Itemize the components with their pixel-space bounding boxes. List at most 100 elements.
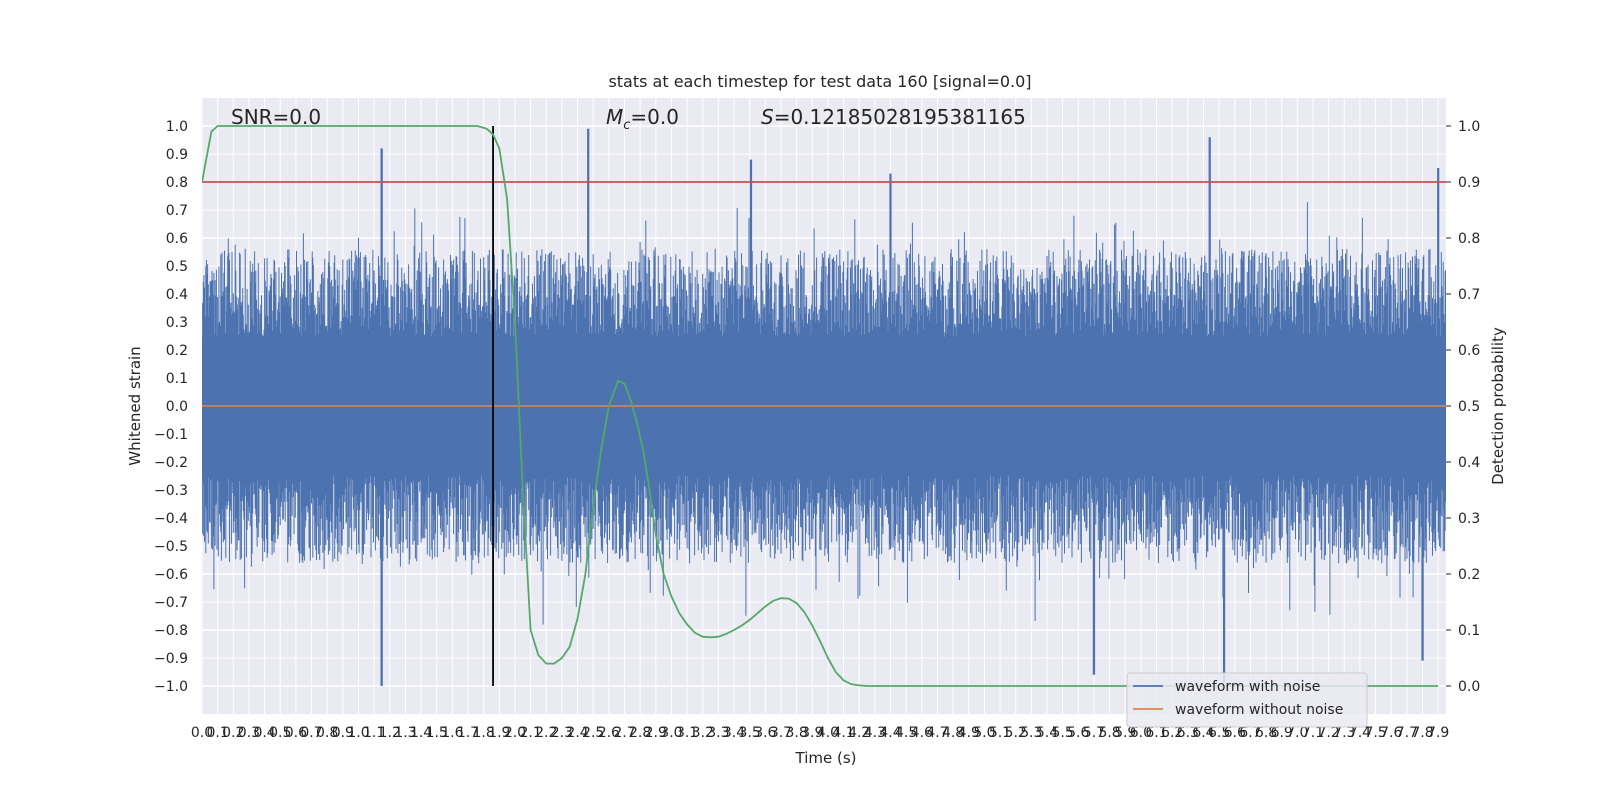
x-tick-label: 3.0: [660, 725, 682, 741]
y-tick-label: −0.9: [154, 651, 188, 667]
x-tick-label: 5.2: [1005, 725, 1027, 741]
x-tick-label: 1.5: [426, 725, 448, 741]
x-tick-label: 0.4: [253, 725, 275, 741]
x-tick-label: 3.1: [676, 725, 698, 741]
x-tick-label: 6.3: [1177, 725, 1199, 741]
x-tick-label: 7.3: [1333, 725, 1355, 741]
x-tick-label: 6.7: [1239, 725, 1261, 741]
x-tick-label: 7.4: [1349, 725, 1371, 741]
y2-tick-label: 0.8: [1458, 231, 1480, 247]
y-tick-label: 1.0: [166, 119, 188, 135]
noise-waveform: [202, 128, 1446, 686]
y2-tick-label: 0.0: [1458, 679, 1480, 695]
legend-label-noise: waveform with noise: [1175, 679, 1320, 695]
x-tick-label: 4.0: [817, 725, 839, 741]
x-tick-label: 2.4: [566, 725, 588, 741]
y-tick-label: −0.3: [154, 483, 188, 499]
x-tick-label: 2.0: [504, 725, 526, 741]
y-tick-label: 0.4: [166, 287, 188, 303]
y-tick-label: 0.5: [166, 259, 188, 275]
x-tick-label: 6.5: [1208, 725, 1230, 741]
x-tick-label: 4.5: [895, 725, 917, 741]
x-tick-label: 0.3: [238, 725, 260, 741]
x-tick-label: 6.2: [1161, 725, 1183, 741]
x-tick-label: 0.5: [269, 725, 291, 741]
chirp-mass-annotation: Mc=0.0: [606, 105, 679, 133]
x-tick-label: 3.9: [801, 725, 823, 741]
x-tick-label: 5.4: [1036, 725, 1058, 741]
x-tick-label: 4.4: [879, 725, 901, 741]
x-tick-label: 7.8: [1411, 725, 1433, 741]
x-tick-label: 4.3: [864, 725, 886, 741]
y-tick-label: −1.0: [154, 679, 188, 695]
x-tick-label: 1.9: [488, 725, 510, 741]
y2-tick-label: 0.3: [1458, 511, 1480, 527]
x-tick-label: 2.2: [535, 725, 557, 741]
x-tick-label: 1.3: [394, 725, 416, 741]
y2-tick-label: 0.2: [1458, 567, 1480, 583]
x-tick-label: 5.9: [1114, 725, 1136, 741]
x-tick-label: 2.1: [519, 725, 541, 741]
x-tick-label: 4.6: [911, 725, 933, 741]
x-tick-label: 1.4: [410, 725, 432, 741]
x-tick-label: 7.6: [1380, 725, 1402, 741]
y2-tick-label: 0.1: [1458, 623, 1480, 639]
x-tick-label: 0.0: [191, 725, 213, 741]
x-tick-label: 5.1: [989, 725, 1011, 741]
x-tick-label: 6.0: [1130, 725, 1152, 741]
y-tick-label: 0.3: [166, 315, 188, 331]
x-tick-label: 0.7: [300, 725, 322, 741]
x-tick-label: 0.6: [285, 725, 307, 741]
x-tick-label: 2.5: [582, 725, 604, 741]
x-tick-label: 6.6: [1224, 725, 1246, 741]
mc-value: =0.0: [630, 105, 679, 129]
x-axis-ticks: 0.00.10.20.30.40.50.60.70.80.91.01.11.21…: [191, 725, 1449, 741]
x-tick-label: 5.5: [1051, 725, 1073, 741]
x-tick-label: 0.2: [222, 725, 244, 741]
y-tick-label: 0.8: [166, 175, 188, 191]
x-tick-label: 6.9: [1271, 725, 1293, 741]
y-tick-label: −0.4: [154, 511, 188, 527]
x-tick-label: 2.3: [551, 725, 573, 741]
x-tick-label: 6.8: [1255, 725, 1277, 741]
x-tick-label: 1.6: [441, 725, 463, 741]
y-tick-label: −0.1: [154, 427, 188, 443]
chart-title: stats at each timestep for test data 160…: [608, 72, 1031, 91]
y2-tick-label: 0.5: [1458, 399, 1480, 415]
y2-tick-label: 0.7: [1458, 287, 1480, 303]
detection-probability-line: [202, 125, 1439, 687]
y-tick-label: −0.7: [154, 595, 188, 611]
x-tick-label: 3.2: [692, 725, 714, 741]
y-tick-label: 0.0: [166, 399, 188, 415]
y-tick-label: 0.2: [166, 343, 188, 359]
x-tick-label: 5.0: [973, 725, 995, 741]
mc-subscript: c: [623, 118, 630, 133]
x-tick-label: 7.9: [1427, 725, 1449, 741]
x-tick-label: 0.1: [207, 725, 229, 741]
plot-content: [202, 125, 1446, 687]
x-tick-label: 3.8: [785, 725, 807, 741]
legend-box: [1126, 672, 1368, 728]
x-tick-label: 7.2: [1318, 725, 1340, 741]
x-axis-label: Time (s): [795, 749, 857, 767]
y2-tick-label: 0.9: [1458, 175, 1480, 191]
y-axis-label: Whitened strain: [126, 346, 144, 465]
y-tick-label: 0.7: [166, 203, 188, 219]
x-tick-label: 4.8: [942, 725, 964, 741]
x-tick-label: 3.7: [770, 725, 792, 741]
x-tick-label: 7.0: [1286, 725, 1308, 741]
x-tick-label: 2.9: [645, 725, 667, 741]
x-tick-label: 2.6: [598, 725, 620, 741]
y2-tick-label: 0.6: [1458, 343, 1480, 359]
x-tick-label: 5.6: [1067, 725, 1089, 741]
y-tick-label: 0.9: [166, 147, 188, 163]
x-tick-label: 4.1: [832, 725, 854, 741]
x-tick-label: 4.7: [926, 725, 948, 741]
legend: waveform with noise waveform without noi…: [1126, 672, 1368, 728]
x-tick-label: 3.5: [739, 725, 761, 741]
x-tick-label: 7.7: [1396, 725, 1418, 741]
snr-annotation: SNR=0.0: [231, 105, 321, 129]
left-axis-ticks: 1.0 0.9 0.8 0.7 0.6 0.5 0.4 0.3 0.2 0.1 0.0 −0.1 −0.…: [154, 119, 188, 695]
x-tick-label: 5.8: [1098, 725, 1120, 741]
legend-label-clean: waveform without noise: [1175, 702, 1343, 718]
